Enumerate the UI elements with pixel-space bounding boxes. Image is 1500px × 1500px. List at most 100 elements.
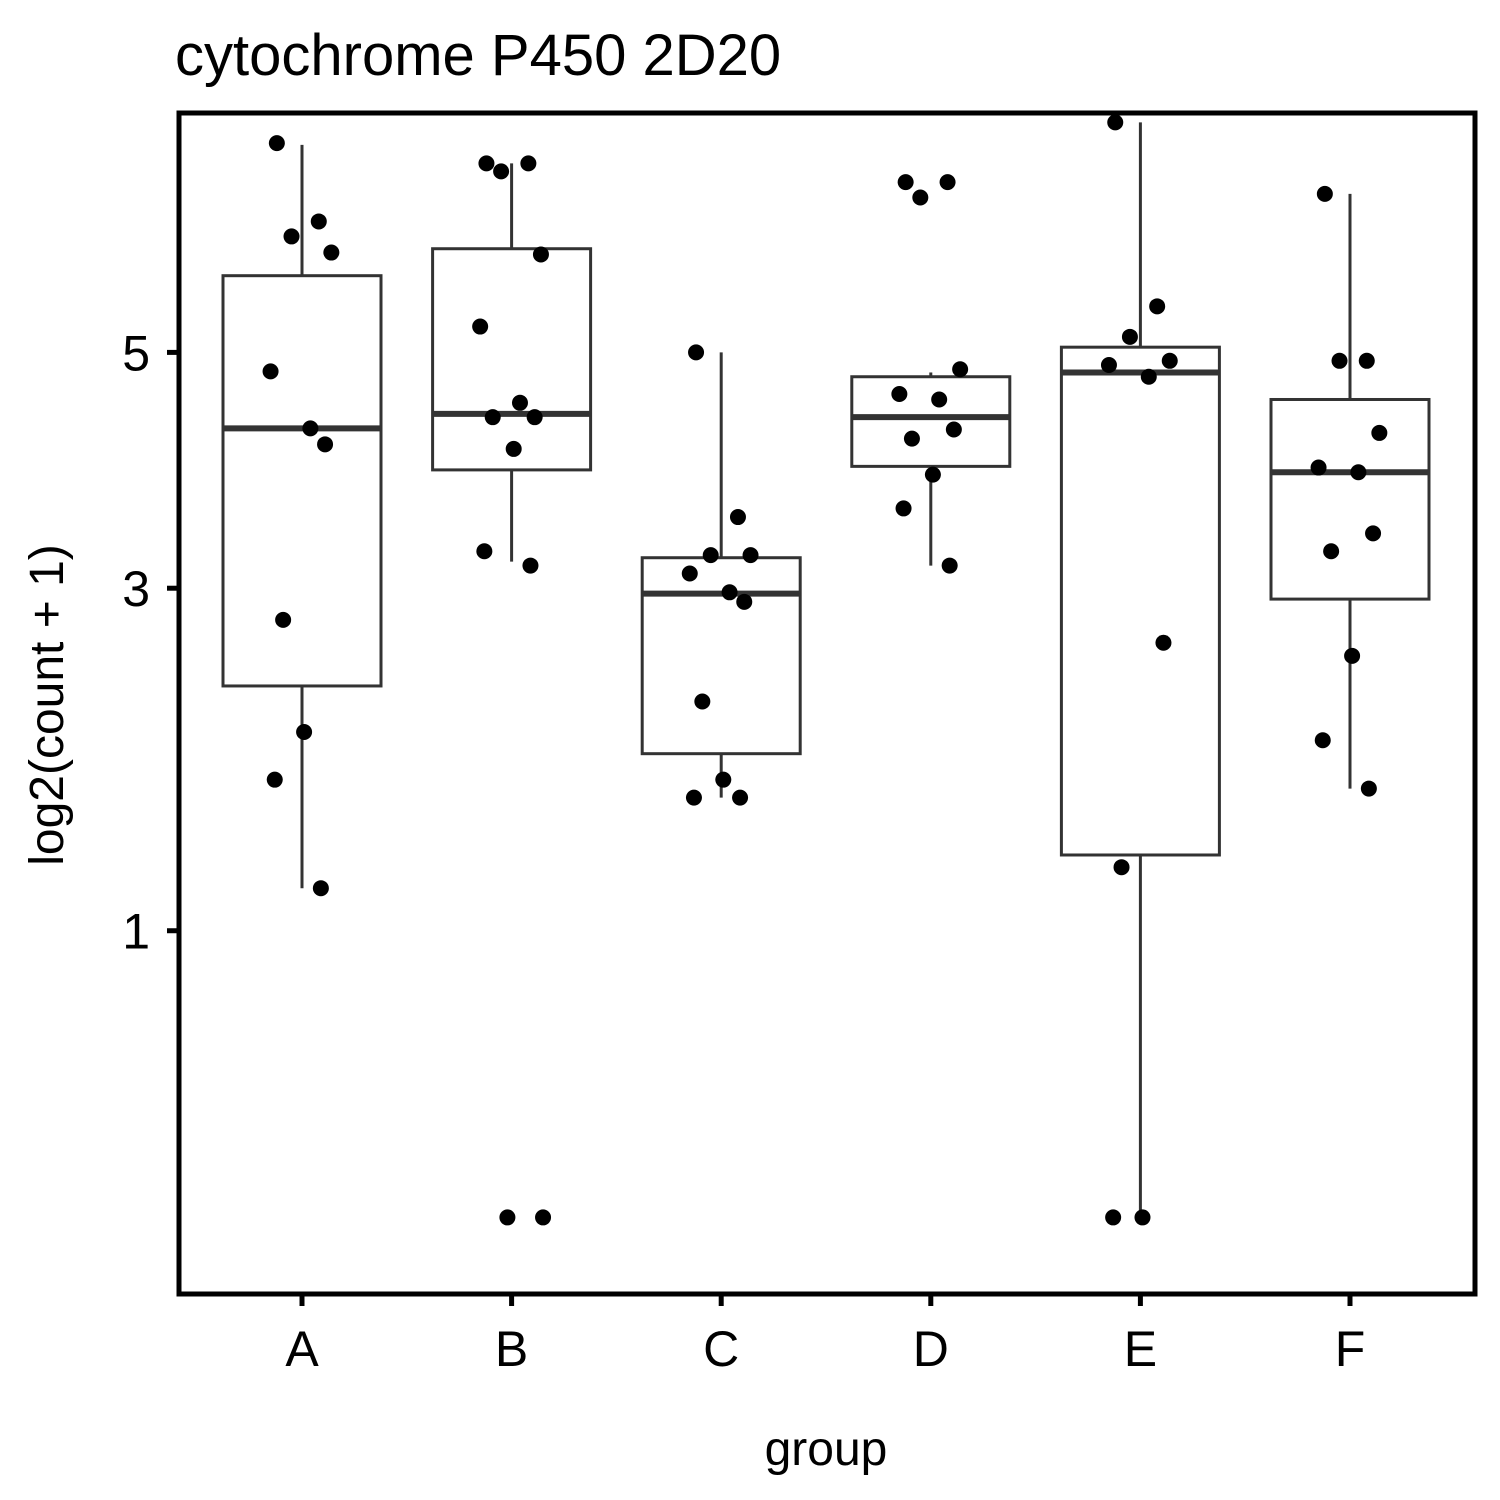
y-axis-title: log2(count + 1): [21, 544, 74, 866]
data-point: [897, 174, 914, 191]
data-point: [931, 391, 948, 408]
x-tick-label: A: [285, 1321, 319, 1377]
box-iqr: [640, 556, 802, 756]
data-point: [493, 163, 510, 180]
data-point: [891, 386, 908, 403]
axes: A B C D E F 1 3 5: [122, 325, 1365, 1377]
data-point: [476, 543, 493, 560]
box-iqr: [1059, 345, 1221, 857]
data-point: [1323, 543, 1340, 560]
data-point: [268, 135, 285, 152]
data-point: [939, 174, 956, 191]
data-point: [721, 584, 738, 601]
data-point: [317, 436, 334, 453]
points-group-C: [681, 344, 759, 806]
data-point: [532, 246, 549, 263]
data-point: [688, 344, 705, 361]
box-iqr: [431, 247, 593, 472]
points-group-B: [472, 155, 552, 1226]
plot-panel-border: [176, 110, 1478, 1297]
data-point: [694, 693, 711, 710]
data-point: [945, 421, 962, 438]
box-iqr: [1269, 397, 1431, 601]
data-point: [1155, 634, 1172, 651]
data-point: [1344, 647, 1361, 664]
data-point: [1140, 368, 1157, 385]
data-point: [1161, 352, 1178, 369]
box-group-C: [640, 352, 802, 798]
y-tick-label: 3: [122, 561, 150, 617]
data-point: [522, 557, 539, 574]
data-point: [275, 611, 292, 628]
data-point: [1350, 464, 1367, 481]
data-point: [511, 394, 528, 411]
data-point: [1107, 114, 1124, 131]
data-point: [702, 547, 719, 564]
data-point: [296, 723, 313, 740]
data-point: [1100, 357, 1117, 374]
data-point: [499, 1209, 516, 1226]
x-tick-label: F: [1335, 1321, 1366, 1377]
data-point: [1314, 732, 1331, 749]
chart-title: cytochrome P450 2D20: [175, 23, 781, 88]
box-group-E: [1059, 122, 1221, 1218]
data-point: [1360, 780, 1377, 797]
data-point: [736, 593, 753, 610]
data-point: [484, 409, 501, 426]
data-point: [1121, 328, 1138, 345]
x-tick-label: D: [913, 1321, 949, 1377]
points-group-E: [1100, 114, 1178, 1226]
x-tick-label: B: [495, 1321, 528, 1377]
data-point: [478, 155, 495, 172]
points-group-A: [262, 135, 340, 897]
data-point: [1134, 1209, 1151, 1226]
data-point: [681, 565, 698, 582]
data-point: [535, 1209, 552, 1226]
data-point: [310, 213, 327, 230]
data-point: [1105, 1209, 1122, 1226]
data-point: [732, 789, 749, 806]
data-point: [685, 789, 702, 806]
data-point: [472, 318, 489, 335]
data-point: [715, 771, 732, 788]
data-point: [1113, 859, 1130, 876]
y-tick-label: 5: [122, 325, 150, 381]
x-tick-label: C: [703, 1321, 739, 1377]
box-iqr: [221, 274, 383, 688]
data-point: [903, 430, 920, 447]
data-point: [505, 440, 522, 457]
data-point: [729, 509, 746, 526]
box-group-A: [221, 144, 383, 889]
data-point: [283, 228, 300, 245]
x-axis-title: group: [765, 1423, 888, 1476]
data-point: [941, 557, 958, 574]
data-point: [266, 771, 283, 788]
y-tick-label: 1: [122, 904, 150, 960]
data-point: [924, 466, 941, 483]
points-group-F: [1310, 185, 1388, 797]
data-point: [1149, 298, 1166, 315]
points-group-D: [891, 174, 969, 574]
data-point: [323, 244, 340, 261]
data-point: [1371, 424, 1388, 441]
data-point: [1358, 352, 1375, 369]
data-point: [312, 880, 329, 897]
data-point: [302, 420, 319, 437]
data-point: [262, 363, 279, 380]
data-point: [912, 189, 929, 206]
data-point: [1316, 185, 1333, 202]
box-group-B: [431, 163, 593, 562]
box-group-F: [1269, 193, 1431, 789]
data-point: [952, 361, 969, 378]
data-point: [520, 155, 537, 172]
x-tick-label: E: [1124, 1321, 1157, 1377]
data-point: [895, 500, 912, 517]
plot-area: [221, 114, 1431, 1226]
data-point: [1365, 525, 1382, 542]
data-point: [742, 547, 759, 564]
data-point: [1331, 352, 1348, 369]
data-point: [1310, 459, 1327, 476]
box-iqr: [850, 375, 1012, 468]
box-group-D: [850, 372, 1012, 566]
